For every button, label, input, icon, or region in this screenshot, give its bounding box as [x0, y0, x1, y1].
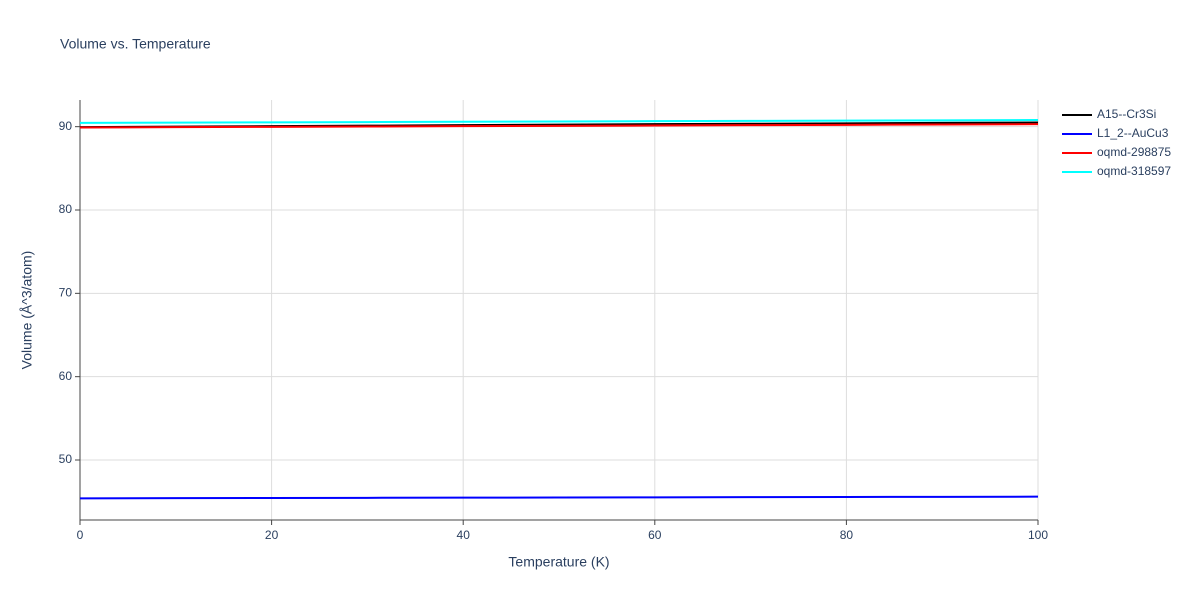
- x-axis-title: Temperature (K): [508, 554, 609, 570]
- series-line: [79, 495, 1039, 500]
- y-axis-title: Volume (Å^3/atom): [19, 251, 35, 370]
- y-tick-label: 70: [59, 286, 73, 300]
- y-tick-label: 90: [59, 119, 73, 133]
- x-tick-label: 60: [648, 528, 662, 542]
- x-tick-label: 20: [265, 528, 279, 542]
- x-tick-label: 0: [77, 528, 84, 542]
- legend-label: oqmd-298875: [1097, 145, 1171, 159]
- chart-title: Volume vs. Temperature: [60, 36, 211, 52]
- legend-label: L1_2--AuCu3: [1097, 126, 1169, 140]
- y-tick-label: 60: [59, 369, 73, 383]
- x-tick-label: 80: [840, 528, 854, 542]
- y-tick-label: 80: [59, 202, 73, 216]
- series-line: [79, 123, 1039, 129]
- y-tick-label: 50: [59, 452, 73, 466]
- x-tick-label: 40: [457, 528, 471, 542]
- series-line: [79, 119, 1039, 124]
- legend-label: oqmd-318597: [1097, 164, 1171, 178]
- legend-label: A15--Cr3Si: [1097, 107, 1156, 121]
- x-tick-label: 100: [1028, 528, 1048, 542]
